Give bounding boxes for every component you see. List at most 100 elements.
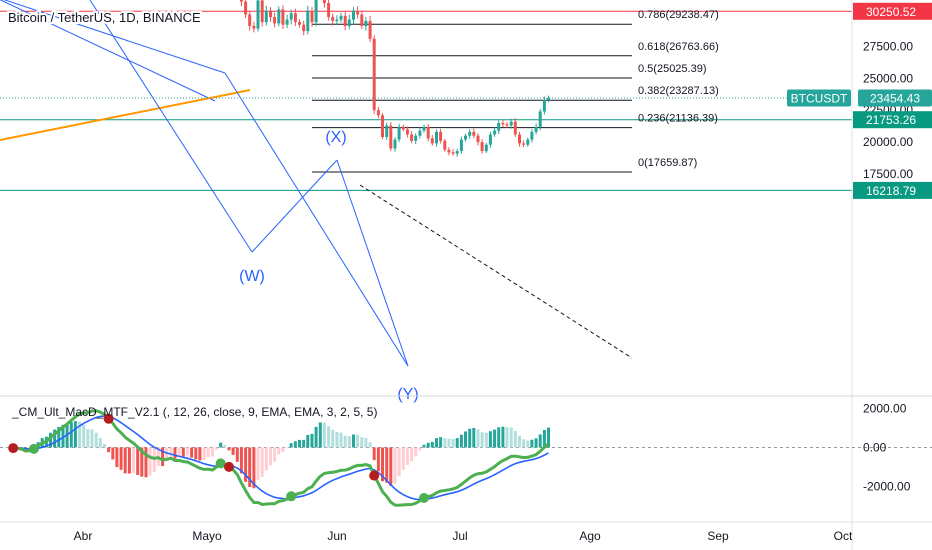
macd-histogram-bar xyxy=(501,426,505,448)
wave-label-y: (Y) xyxy=(397,386,418,403)
macd-histogram-bar xyxy=(459,434,463,448)
symbol-title: Bitcoin / TetherUS, 1D, BINANCE xyxy=(8,10,201,25)
macd-histogram-bar xyxy=(405,447,409,465)
candle-body xyxy=(256,0,260,29)
macd-histogram-bar xyxy=(69,422,73,448)
macd-histogram-bar xyxy=(356,434,360,448)
price-level-badges: 43150.0039733.7336469.9230250.5221753.26… xyxy=(853,2,932,199)
candle-body xyxy=(426,126,430,139)
fib-level-label: 0.618(26763.66) xyxy=(638,41,719,53)
candle-body xyxy=(401,126,405,130)
macd-histogram-bar xyxy=(526,440,530,448)
macd-histogram-bar xyxy=(244,447,248,482)
time-axis-label: Sep xyxy=(707,529,729,543)
macd-histogram-bar xyxy=(352,434,355,448)
candlestick-series[interactable] xyxy=(8,0,551,157)
macd-histogram-bar xyxy=(530,439,534,448)
macd-histogram-bar xyxy=(144,447,148,478)
macd-histogram-bar xyxy=(219,442,223,448)
candle-body xyxy=(538,111,542,127)
macd-histogram-bar xyxy=(111,447,115,460)
macd-histogram-bar xyxy=(289,443,293,448)
macd-histogram-bar xyxy=(206,447,210,458)
drawings[interactable]: (X) (W) (Y) xyxy=(0,0,633,403)
candle-body xyxy=(244,1,248,15)
candle-body xyxy=(451,152,455,154)
macd-histogram-bar xyxy=(443,438,447,448)
candle-body xyxy=(343,15,347,26)
indicator-axis[interactable]: 2000.00 0.00 -2000.00 xyxy=(863,402,911,494)
macd-histogram-bar xyxy=(505,427,509,448)
macd-histogram-bar xyxy=(439,437,443,448)
candle-body xyxy=(260,0,264,23)
candle-body xyxy=(302,24,306,32)
candle-body xyxy=(389,125,393,149)
macd-histogram-bar xyxy=(534,438,538,448)
candle-body xyxy=(393,139,397,149)
falling-wedge-bottom xyxy=(0,0,216,102)
candle-body xyxy=(522,143,526,145)
macd-histogram-bar xyxy=(322,422,326,448)
candle-body xyxy=(455,151,459,154)
macd-histogram-bar xyxy=(136,447,140,475)
candle-body xyxy=(526,139,530,145)
macd-histogram-bar xyxy=(53,429,57,448)
macd-histogram-bar xyxy=(376,447,380,472)
macd-histogram-bar xyxy=(476,429,480,448)
macd-histogram-bar xyxy=(488,431,492,448)
candle-body xyxy=(509,121,513,126)
price-tick-label: 20000.00 xyxy=(863,135,913,149)
current-price-badges: BTCUSDT 23454.43 xyxy=(787,89,932,107)
candle-body xyxy=(468,131,472,136)
macd-histogram-bar xyxy=(310,433,314,448)
macd-histogram-bar xyxy=(281,447,285,453)
indicator-tick-label: 2000.00 xyxy=(863,402,907,416)
candle-body xyxy=(352,10,355,20)
horizontal-levels[interactable] xyxy=(0,0,852,191)
macd-histogram-bar xyxy=(468,428,472,448)
macd-histogram-bar xyxy=(148,447,152,476)
time-axis-label: Ago xyxy=(579,529,601,543)
fibonacci-extension[interactable]: 1.618(41494.70)1(32390.92)0.786(29238.47… xyxy=(312,0,719,173)
last-price-badge: 23454.43 xyxy=(870,92,920,106)
macd-histogram-bar xyxy=(360,437,364,448)
macd-histogram-bar xyxy=(314,426,318,448)
time-axis[interactable]: Abr Mayo Jun Jul Ago Sep Oct xyxy=(74,529,853,543)
macd-histogram-bar xyxy=(256,447,260,480)
macd-histogram-bar xyxy=(285,447,289,449)
macd-histogram-bar xyxy=(177,447,181,457)
candle-body xyxy=(327,3,331,17)
candle-body xyxy=(273,17,277,24)
macd-histogram-bar xyxy=(248,447,252,487)
macd-histogram-bar xyxy=(98,438,102,448)
candle-body xyxy=(439,131,443,141)
candle-body xyxy=(331,17,335,21)
candle-body xyxy=(459,139,463,152)
macd-cross-dot xyxy=(224,461,234,472)
macd-histogram-bar xyxy=(464,431,467,448)
candle-body xyxy=(505,124,509,126)
macd-histogram-bar xyxy=(57,426,61,448)
candle-body xyxy=(264,10,268,23)
level-badge xyxy=(853,2,932,20)
level-badge xyxy=(853,111,932,129)
candle-body xyxy=(298,22,301,25)
macd-histogram-bar xyxy=(103,444,106,448)
macd-histogram-bar xyxy=(368,442,372,448)
candle-body xyxy=(430,138,434,144)
macd-histogram-bar xyxy=(231,447,235,455)
candle-body xyxy=(480,142,484,151)
macd-indicator-pane[interactable] xyxy=(0,409,932,507)
candle-body xyxy=(381,115,384,137)
macd-histogram-bar xyxy=(173,447,177,459)
candle-body xyxy=(293,13,297,23)
pattern-leg-2 xyxy=(251,159,338,253)
candle-body xyxy=(269,10,272,18)
candle-body xyxy=(501,123,505,125)
macd-cross-dot xyxy=(103,413,114,424)
macd-histogram-bar xyxy=(381,447,384,482)
macd-histogram-bar xyxy=(518,435,521,448)
candle-body xyxy=(414,135,418,141)
level-badge-label: 21753.26 xyxy=(866,113,916,127)
